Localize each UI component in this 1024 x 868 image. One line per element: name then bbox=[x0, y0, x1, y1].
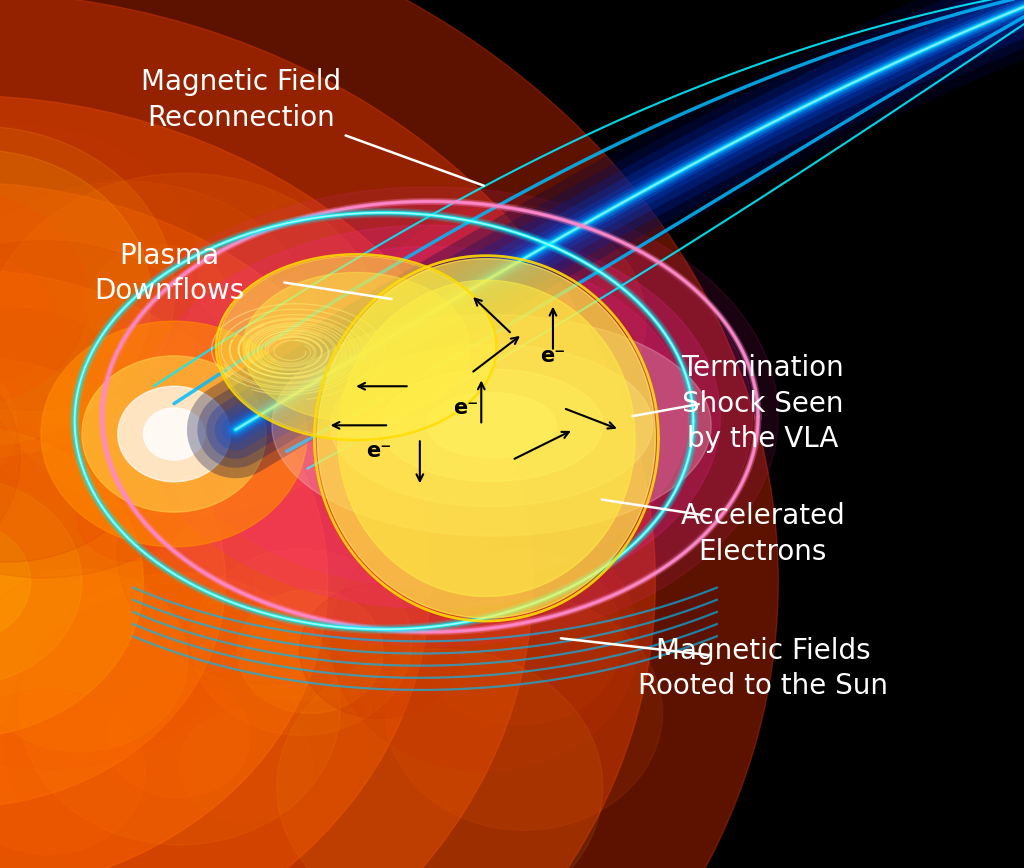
Circle shape bbox=[0, 477, 82, 686]
Text: Magnetic Fields
Rooted to the Sun: Magnetic Fields Rooted to the Sun bbox=[638, 636, 888, 700]
Polygon shape bbox=[317, 259, 655, 618]
Circle shape bbox=[0, 316, 37, 566]
Circle shape bbox=[0, 127, 197, 411]
Circle shape bbox=[118, 386, 230, 482]
Circle shape bbox=[0, 0, 778, 868]
Circle shape bbox=[41, 321, 307, 547]
Polygon shape bbox=[380, 369, 603, 482]
Circle shape bbox=[0, 258, 56, 385]
Circle shape bbox=[117, 387, 486, 700]
Text: Termination
Shock Seen
by the VLA: Termination Shock Seen by the VLA bbox=[682, 354, 844, 453]
Polygon shape bbox=[272, 315, 711, 536]
Polygon shape bbox=[82, 187, 778, 647]
Circle shape bbox=[191, 549, 412, 735]
Circle shape bbox=[0, 240, 242, 578]
Circle shape bbox=[0, 569, 187, 752]
Polygon shape bbox=[338, 280, 635, 596]
Circle shape bbox=[0, 95, 532, 868]
Circle shape bbox=[0, 193, 88, 406]
Circle shape bbox=[0, 689, 145, 855]
Circle shape bbox=[373, 205, 646, 437]
Circle shape bbox=[0, 150, 151, 446]
Circle shape bbox=[0, 353, 16, 495]
Circle shape bbox=[300, 583, 459, 719]
Circle shape bbox=[87, 245, 231, 367]
Polygon shape bbox=[108, 204, 753, 629]
Circle shape bbox=[238, 589, 383, 713]
Polygon shape bbox=[172, 247, 688, 587]
Polygon shape bbox=[218, 256, 495, 438]
Text: Magnetic Field
Reconnection: Magnetic Field Reconnection bbox=[140, 68, 341, 132]
Text: e⁻: e⁻ bbox=[367, 441, 391, 462]
Circle shape bbox=[332, 511, 638, 771]
Circle shape bbox=[0, 182, 430, 868]
Circle shape bbox=[276, 649, 603, 868]
Circle shape bbox=[108, 677, 250, 798]
Circle shape bbox=[77, 472, 182, 562]
Circle shape bbox=[0, 425, 143, 738]
Circle shape bbox=[0, 269, 328, 868]
Polygon shape bbox=[243, 273, 470, 422]
Text: e⁻: e⁻ bbox=[541, 345, 565, 366]
Circle shape bbox=[0, 174, 387, 516]
Circle shape bbox=[275, 320, 376, 405]
Text: Plasma
Downflows: Plasma Downflows bbox=[94, 241, 244, 306]
Circle shape bbox=[0, 127, 175, 458]
Circle shape bbox=[143, 408, 205, 460]
Text: Accelerated
Electrons: Accelerated Electrons bbox=[681, 502, 845, 566]
Circle shape bbox=[0, 332, 20, 584]
Polygon shape bbox=[427, 393, 556, 457]
Polygon shape bbox=[331, 345, 652, 506]
Circle shape bbox=[117, 420, 428, 684]
Circle shape bbox=[0, 356, 225, 807]
Polygon shape bbox=[140, 226, 721, 608]
Circle shape bbox=[0, 521, 31, 642]
Text: e⁻: e⁻ bbox=[454, 398, 478, 418]
Circle shape bbox=[19, 573, 340, 845]
Circle shape bbox=[386, 595, 663, 831]
Circle shape bbox=[0, 0, 655, 868]
Circle shape bbox=[0, 181, 322, 512]
Circle shape bbox=[82, 356, 266, 512]
Circle shape bbox=[0, 308, 158, 562]
